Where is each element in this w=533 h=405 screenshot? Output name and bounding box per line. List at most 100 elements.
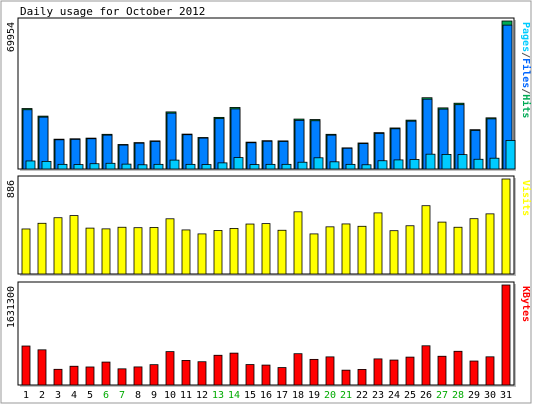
x-tick-label: 27 (436, 390, 448, 401)
bar-kbytes (53, 368, 63, 386)
bar-visits (197, 233, 207, 275)
bar-kbytes (309, 358, 319, 386)
bar-visits (389, 230, 399, 275)
bar-pages (489, 157, 500, 170)
x-tick-label: 7 (119, 390, 125, 401)
bar-kbytes (501, 284, 511, 386)
bar-pages (121, 163, 132, 170)
bar-pages (265, 163, 276, 170)
bar-pages (153, 163, 164, 170)
bar-kbytes (325, 356, 335, 386)
bar-pages (249, 164, 260, 170)
bar-pages (361, 164, 372, 170)
bar-pages (217, 162, 228, 170)
bar-visits (357, 225, 367, 275)
bar-visits (149, 227, 159, 275)
x-tick-label: 15 (244, 390, 256, 401)
bar-kbytes (389, 359, 399, 386)
bar-visits (293, 211, 303, 275)
x-tick-label: 23 (372, 390, 384, 401)
bar-pages (41, 160, 52, 170)
bar-pages (297, 161, 308, 170)
bar-kbytes (69, 365, 79, 386)
bar-pages (329, 161, 340, 170)
x-tick-label: 6 (103, 390, 109, 401)
bar-visits (245, 223, 255, 275)
bar-files (22, 109, 33, 170)
x-tick-label: 21 (340, 390, 352, 401)
x-tick-label: 26 (420, 390, 432, 401)
bar-pages (425, 153, 436, 170)
bar-pages (105, 162, 116, 170)
bar-visits (341, 223, 351, 275)
legend-kbytes: KBytes (520, 286, 531, 322)
x-tick-label: 3 (55, 390, 61, 401)
bar-pages (409, 159, 420, 170)
bar-kbytes (149, 364, 159, 386)
bar-visits (117, 226, 127, 275)
x-tick-label: 30 (484, 390, 496, 401)
bar-visits (325, 226, 335, 275)
x-tick-label: 19 (308, 390, 320, 401)
bar-visits (101, 228, 111, 275)
bar-kbytes (213, 354, 223, 386)
bar-pages (281, 163, 292, 170)
bar-kbytes (261, 364, 271, 386)
bar-pages (185, 163, 196, 170)
bar-pages (233, 157, 244, 170)
bar-kbytes (245, 364, 255, 386)
bar-kbytes (229, 352, 239, 386)
x-tick-label: 12 (196, 390, 208, 401)
x-tick-label: 11 (180, 390, 192, 401)
x-tick-label: 14 (228, 390, 240, 401)
x-tick-label: 2 (39, 390, 45, 401)
bar-visits (181, 229, 191, 275)
x-tick-label: 18 (292, 390, 304, 401)
bar-visits (405, 225, 415, 275)
bar-visits (53, 217, 63, 275)
legend-hits: Pages/Files/Hits (520, 22, 532, 118)
bar-kbytes (165, 351, 175, 386)
x-tick-label: 17 (276, 390, 288, 401)
x-tick-label: 28 (452, 390, 464, 401)
bar-visits (469, 218, 479, 275)
bar-visits (133, 227, 143, 275)
bar-kbytes (117, 368, 127, 386)
bar-pages (137, 164, 148, 170)
legend-visits: Visits (520, 180, 532, 216)
bar-pages (313, 157, 324, 170)
bar-visits (37, 222, 47, 275)
bar-pages (89, 163, 100, 170)
bar-visits (373, 212, 383, 275)
bar-kbytes (293, 353, 303, 386)
bar-kbytes (421, 345, 431, 386)
bar-kbytes (181, 360, 191, 386)
bar-pages (505, 140, 516, 170)
bar-kbytes (437, 355, 447, 386)
bar-kbytes (101, 361, 111, 386)
x-tick-label: 16 (260, 390, 272, 401)
x-tick-label: 31 (500, 390, 512, 401)
chart-title: Daily usage for October 2012 (20, 5, 205, 18)
bar-kbytes (133, 366, 143, 386)
bar-pages (201, 164, 212, 170)
bar-visits (165, 218, 175, 275)
bar-kbytes (341, 369, 351, 386)
bar-visits (229, 228, 239, 275)
bar-kbytes (37, 349, 47, 386)
bar-visits (437, 221, 447, 275)
bar-visits (453, 226, 463, 275)
bar-kbytes (85, 366, 95, 386)
bar-visits (21, 228, 31, 275)
x-tick-label: 22 (356, 390, 368, 401)
bar-visits (501, 178, 511, 275)
bar-kbytes (469, 360, 479, 386)
bar-visits (69, 215, 79, 275)
bar-pages (25, 160, 36, 170)
bar-pages (393, 159, 404, 170)
x-tick-label: 29 (468, 390, 480, 401)
bar-visits (421, 205, 431, 275)
